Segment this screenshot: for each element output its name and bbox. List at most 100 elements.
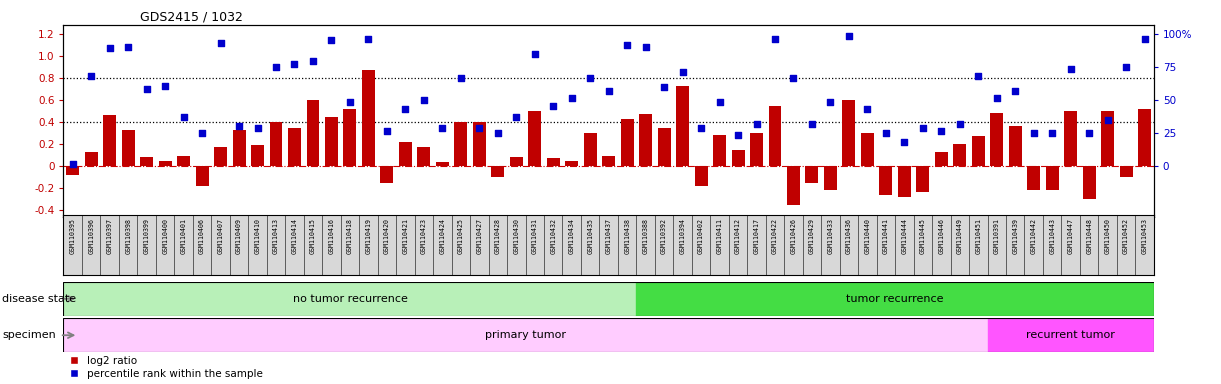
Point	[1098, 117, 1117, 123]
Bar	[731, 150, 745, 166]
Bar	[972, 136, 985, 166]
Bar	[63, 282, 636, 316]
Text: tumor recurrence: tumor recurrence	[846, 294, 944, 304]
Text: GSM110436: GSM110436	[846, 218, 852, 254]
Text: GSM110407: GSM110407	[217, 218, 223, 254]
Point	[100, 45, 120, 51]
Point	[470, 124, 490, 131]
Text: GSM110423: GSM110423	[421, 218, 427, 254]
Point	[802, 121, 822, 127]
Text: GSM110430: GSM110430	[513, 218, 519, 254]
Point	[230, 123, 249, 129]
Point	[673, 70, 692, 76]
Text: GSM110434: GSM110434	[569, 218, 575, 254]
Point	[543, 103, 563, 109]
Text: GSM110400: GSM110400	[162, 218, 168, 254]
Bar	[177, 156, 190, 166]
Text: GSM110440: GSM110440	[864, 218, 871, 254]
Bar	[325, 117, 338, 166]
Bar	[584, 133, 597, 166]
Bar	[713, 135, 726, 166]
Point	[636, 44, 656, 50]
Text: GSM110398: GSM110398	[126, 218, 131, 254]
Text: no tumor recurrence: no tumor recurrence	[293, 294, 408, 304]
Text: GSM110391: GSM110391	[994, 218, 1000, 254]
Text: GSM110425: GSM110425	[458, 218, 464, 254]
Text: GSM110435: GSM110435	[587, 218, 593, 254]
Bar	[897, 166, 911, 197]
Bar	[84, 152, 98, 166]
Point	[784, 75, 803, 81]
Text: GSM110392: GSM110392	[661, 218, 667, 254]
Point	[877, 130, 896, 136]
Text: GSM110438: GSM110438	[624, 218, 630, 254]
Text: GSM110399: GSM110399	[144, 218, 150, 254]
Text: disease state: disease state	[2, 294, 77, 304]
Text: GSM110402: GSM110402	[698, 218, 705, 254]
Bar	[252, 145, 264, 166]
Text: GSM110432: GSM110432	[551, 218, 557, 254]
Bar	[122, 130, 134, 166]
Point	[766, 36, 785, 42]
Point	[211, 40, 231, 46]
Bar	[399, 142, 411, 166]
Bar	[381, 166, 393, 183]
Bar	[1101, 111, 1114, 166]
Text: GSM110441: GSM110441	[883, 218, 889, 254]
Bar	[750, 133, 763, 166]
Bar	[1138, 109, 1151, 166]
Text: GSM110413: GSM110413	[274, 218, 280, 254]
Point	[895, 139, 915, 145]
Bar	[639, 114, 652, 166]
Text: primary tumor: primary tumor	[485, 330, 567, 340]
Text: GSM110410: GSM110410	[254, 218, 260, 254]
Point	[507, 114, 526, 120]
Text: GSM110450: GSM110450	[1105, 218, 1111, 254]
Bar	[104, 116, 116, 166]
Bar	[306, 100, 320, 166]
Text: GSM110443: GSM110443	[1049, 218, 1055, 254]
Point	[377, 128, 397, 134]
Text: GSM110433: GSM110433	[828, 218, 834, 254]
Bar	[436, 162, 449, 166]
Text: specimen: specimen	[2, 330, 56, 340]
Point	[1079, 130, 1099, 136]
Bar	[917, 166, 929, 192]
Point	[1005, 88, 1024, 94]
Point	[618, 42, 637, 48]
Point	[525, 51, 545, 57]
Text: GSM110429: GSM110429	[810, 218, 814, 254]
Bar	[988, 318, 1154, 352]
Bar	[935, 152, 947, 166]
Text: GSM110406: GSM110406	[199, 218, 205, 254]
Bar	[418, 147, 430, 166]
Point	[857, 106, 877, 112]
Bar	[1045, 166, 1059, 190]
Bar	[63, 318, 988, 352]
Text: GSM110447: GSM110447	[1067, 218, 1073, 254]
Point	[173, 114, 193, 120]
Text: GSM110411: GSM110411	[717, 218, 723, 254]
Bar	[232, 130, 245, 166]
Text: GSM110437: GSM110437	[606, 218, 612, 254]
Text: GSM110395: GSM110395	[70, 218, 76, 254]
Point	[709, 99, 729, 105]
Bar	[159, 161, 172, 166]
Point	[728, 132, 747, 138]
Text: GSM110412: GSM110412	[735, 218, 741, 254]
Bar	[806, 166, 818, 183]
Text: GSM110431: GSM110431	[532, 218, 537, 254]
Point	[248, 124, 267, 131]
Text: GSM110422: GSM110422	[772, 218, 778, 254]
Bar	[861, 133, 874, 166]
Text: GSM110446: GSM110446	[938, 218, 944, 254]
Text: GSM110439: GSM110439	[1012, 218, 1018, 254]
Bar	[636, 282, 1154, 316]
Bar	[565, 161, 579, 166]
Point	[839, 33, 858, 39]
Bar	[658, 127, 670, 166]
Text: GSM110421: GSM110421	[403, 218, 408, 254]
Point	[63, 161, 83, 167]
Point	[562, 95, 581, 101]
Point	[821, 99, 840, 105]
